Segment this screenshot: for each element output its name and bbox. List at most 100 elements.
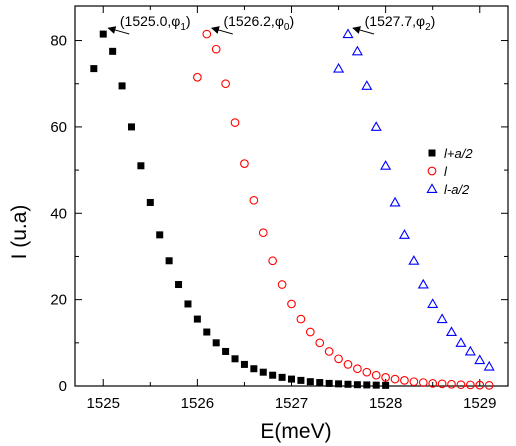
data-point [137, 162, 145, 170]
data-point [325, 379, 333, 387]
data-point [268, 256, 278, 266]
annotation-close: ) [289, 13, 294, 29]
data-point [306, 378, 314, 386]
data-point [258, 228, 268, 238]
data-point [353, 381, 361, 389]
data-point [249, 195, 259, 205]
annotation-arrow [211, 26, 233, 35]
data-point [343, 360, 353, 369]
x-tick-label: 1526 [181, 395, 214, 412]
y-axis-title: I (u.a) [8, 205, 31, 260]
x-tick-label: 1529 [463, 395, 496, 412]
data-point [305, 327, 315, 337]
legend-label: l-a/2 [444, 182, 470, 197]
data-point [231, 355, 239, 363]
data-point [222, 347, 230, 355]
data-point [427, 298, 439, 308]
data-point [370, 121, 382, 131]
annotation-symbol: φ [275, 13, 284, 29]
y-tick-label: 0 [59, 378, 67, 395]
data-point [240, 159, 249, 168]
peak-annotation: (1526.2,φ0) [211, 13, 294, 35]
legend-label: l+a/2 [444, 146, 473, 161]
data-point [277, 280, 287, 289]
data-point [118, 82, 126, 90]
series-2 [333, 28, 495, 371]
data-point [475, 380, 485, 390]
x-tick-label: 1525 [87, 395, 120, 412]
data-point [389, 196, 401, 207]
data-point [398, 229, 411, 239]
y-tick-label: 60 [50, 119, 67, 136]
data-point [269, 371, 277, 379]
data-point [316, 379, 324, 387]
data-point [474, 354, 486, 365]
annotation-subscript: 2 [425, 22, 431, 33]
data-point [408, 255, 420, 265]
data-point [382, 381, 390, 389]
data-point [175, 281, 183, 289]
data-point [363, 381, 371, 389]
annotation-subscript: 1 [180, 22, 186, 33]
data-point [390, 374, 400, 384]
annotation-label: (1525.0,φ1) [120, 13, 191, 33]
peak-annotation: (1525.0,φ1) [107, 13, 191, 35]
data-point [447, 379, 456, 389]
series-1 [193, 29, 494, 390]
data-point [99, 30, 107, 38]
data-point [250, 365, 258, 373]
legend: l+a/2 l l-a/2 [426, 146, 473, 197]
data-point [371, 370, 381, 380]
y-tick-label: 40 [50, 205, 67, 222]
annotations: (1525.0,φ1) (1526.2,φ0) (1527.7,φ2) [107, 13, 436, 35]
data-point [90, 65, 98, 73]
data-point [436, 313, 448, 324]
annotation-label: (1527.7,φ2) [365, 13, 436, 33]
annotation-symbol: φ [171, 13, 180, 29]
data-point [156, 231, 164, 239]
data-point [335, 380, 343, 388]
y-tick-label: 20 [50, 292, 67, 309]
data-point [445, 326, 458, 337]
data-point [484, 381, 494, 390]
data-point [333, 62, 345, 73]
x-tick-label: 1528 [369, 395, 402, 412]
data-point [287, 299, 296, 309]
data-point [109, 47, 117, 55]
legend-item: l+a/2 [428, 146, 473, 161]
data-point [417, 278, 429, 289]
data-point [372, 381, 380, 389]
annotation-close: ) [186, 13, 191, 29]
legend-marker [427, 166, 437, 176]
data-point [184, 300, 192, 308]
legend-marker [428, 149, 436, 157]
data-point [456, 380, 466, 390]
data-point [437, 379, 447, 389]
data-point [455, 337, 467, 347]
data-point [297, 376, 305, 384]
annotation-symbol: φ [416, 13, 425, 29]
annotation-arrow [352, 26, 375, 35]
data-point [193, 72, 202, 82]
data-point [259, 368, 267, 376]
data-point [380, 160, 392, 170]
data-point [165, 257, 173, 265]
data-point [127, 123, 135, 131]
annotation-label: (1526.2,φ0) [223, 13, 294, 33]
data-point [418, 378, 428, 387]
data-point [212, 339, 220, 347]
data-point [464, 345, 476, 356]
data-point [202, 29, 212, 39]
data-point [483, 360, 495, 371]
legend-item: l-a/2 [426, 182, 470, 197]
data-point [409, 377, 419, 387]
legend-label: l [444, 164, 448, 179]
annotation-value: (1525.0, [120, 13, 171, 29]
data-series [90, 28, 495, 390]
legend-item: l [427, 164, 448, 179]
data-point [296, 314, 306, 324]
annotation-arrow [107, 26, 130, 35]
